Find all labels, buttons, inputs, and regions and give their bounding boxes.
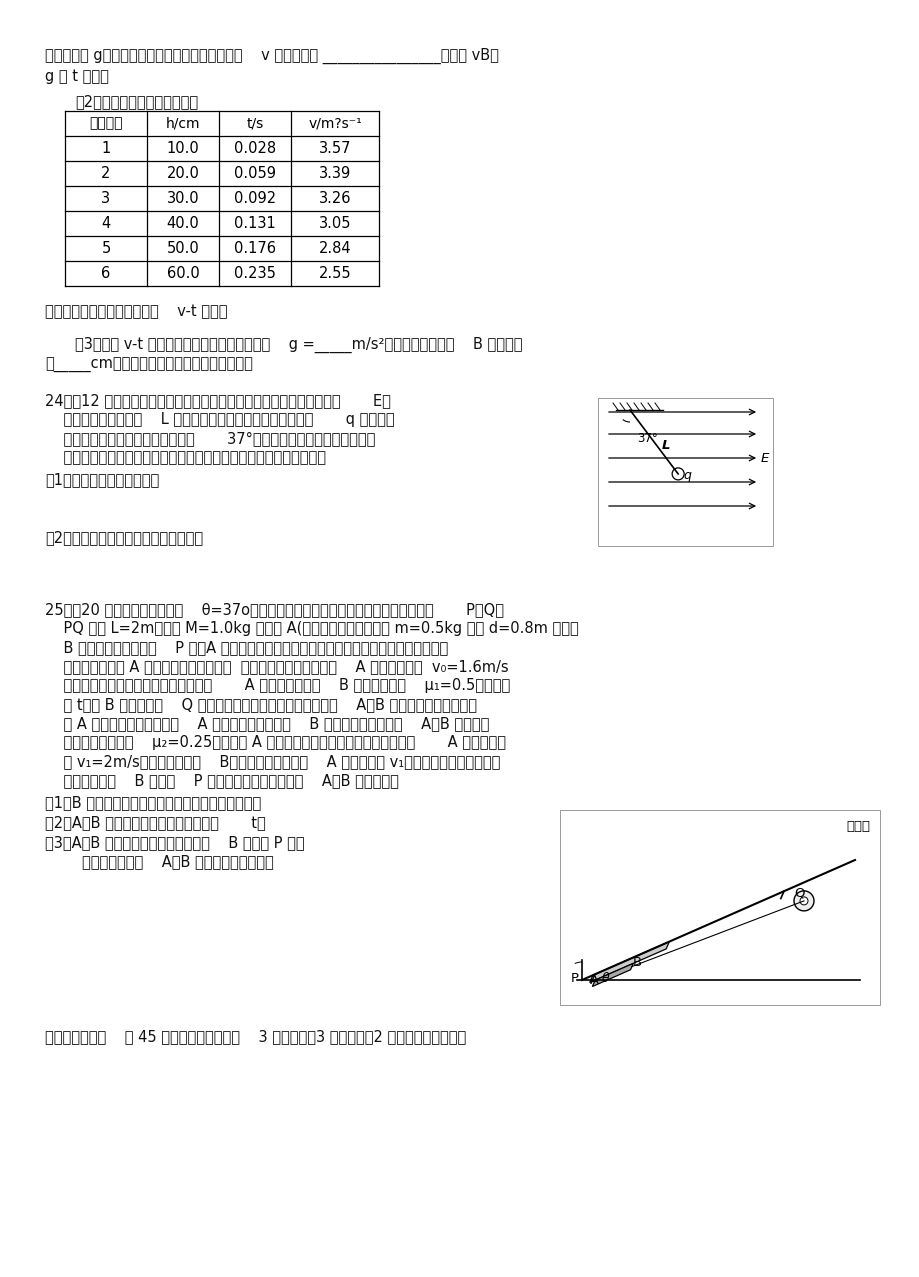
Text: 时，这段过程中    A、B 间摩擦产生的热量。: 时，这段过程中 A、B 间摩擦产生的热量。 [45,854,274,870]
Text: L: L [661,438,669,452]
Text: 度 v₁=2m/s，同时释放木板    B，并开动电动机保证    A 木块一直以 v₁沿斜面向下做匀速直线运: 度 v₁=2m/s，同时释放木板 B，并开动电动机保证 A 木块一直以 v₁沿斜… [45,753,500,769]
Text: 10.0: 10.0 [166,140,199,156]
Text: 间 t，当 B 板右端到达    Q 处时刻，立刻关闭电动机，同时锁定    A、B 物体此时的位置。然后: 间 t，当 B 板右端到达 Q 处时刻，立刻关闭电动机，同时锁定 A、B 物体此… [45,697,476,713]
Text: 3: 3 [101,192,110,206]
Text: θ: θ [601,972,609,985]
Text: 3.39: 3.39 [319,166,351,181]
Text: （1）小球所受重力的大小；: （1）小球所受重力的大小； [45,472,159,487]
Text: 动，直到木板    B 与挡板    P 接触时关闭电动机并锁定    A、B 位置。求：: 动，直到木板 B 与挡板 P 接触时关闭电动机并锁定 A、B 位置。求： [45,773,399,788]
Text: 0.059: 0.059 [233,166,276,181]
Text: （2）小球经过最低点时对丝线的拉力。: （2）小球经过最低点时对丝线的拉力。 [45,530,203,545]
Text: 3.26: 3.26 [318,192,351,206]
Text: 0.235: 0.235 [233,266,276,281]
Text: v/m?s⁻¹: v/m?s⁻¹ [308,116,361,130]
Text: 2.55: 2.55 [318,266,351,281]
Text: 0.131: 0.131 [233,216,276,231]
Text: 30.0: 30.0 [166,192,199,206]
Text: 小球保持静止时丝线与竖直方向成       37°角，现突然将该电场方向改变为: 小球保持静止时丝线与竖直方向成 37°角，现突然将该电场方向改变为 [45,432,375,446]
Text: 2.84: 2.84 [318,241,351,255]
Text: A: A [589,974,598,987]
Text: 0.028: 0.028 [233,140,276,156]
Text: 2: 2 [101,166,110,181]
Text: 沿斜面向上做匀速直线运动，已知木块       A 的下表面与木板    B 间动摩擦因数    μ₁=0.5，经过时: 沿斜面向上做匀速直线运动，已知木块 A 的下表面与木板 B 间动摩擦因数 μ₁=… [45,678,510,693]
Text: PQ 距离 L=2m，质量 M=1.0kg 的木块 A(可看成质点）放在质量 m=0.5kg 的长 d=0.8m 的木板: PQ 距离 L=2m，质量 M=1.0kg 的木块 A(可看成质点）放在质量 m… [45,621,578,636]
Text: 的动摩擦因数变为    μ₂=0.25，且连接 A 与电动机的绳子仍与斜面平行。现在给       A 向下的初速: 的动摩擦因数变为 μ₂=0.25，且连接 A 与电动机的绳子仍与斜面平行。现在给… [45,736,505,750]
Text: 为_____cm。（以上结果均保留三位有效数字）: 为_____cm。（以上结果均保留三位有效数字） [45,358,253,373]
Text: 0.176: 0.176 [233,241,276,255]
Text: 60.0: 60.0 [166,266,199,281]
Text: （2）实验测得的数据如下表：: （2）实验测得的数据如下表： [75,94,198,109]
Text: 在电场中用一根长为    L 的不可伸长的轻丝线吊着一电荷量为       q 的小球，: 在电场中用一根长为 L 的不可伸长的轻丝线吊着一电荷量为 q 的小球， [45,412,394,427]
Polygon shape [589,941,669,982]
Text: 25．（20 分）如图所示是倾角    θ=37o的固定光滑斜面，两端有垂直于斜面的固定挡板       P、Q，: 25．（20 分）如图所示是倾角 θ=37o的固定光滑斜面，两端有垂直于斜面的固… [45,601,504,617]
Text: 3.57: 3.57 [318,140,351,156]
Text: B 上并一起停靠在挡板    P 处，A 木块与斜面顶端的电动机间用平行于斜面不可伸长的轻绳相: B 上并一起停靠在挡板 P 处，A 木块与斜面顶端的电动机间用平行于斜面不可伸长… [45,640,448,655]
Circle shape [793,891,813,911]
Text: 3.05: 3.05 [318,216,351,231]
Text: （1）B 木板沿斜面向上加速运动过程的加速度大小；: （1）B 木板沿斜面向上加速运动过程的加速度大小； [45,796,261,810]
Text: 6: 6 [101,266,110,281]
Text: g 和 t 表示）: g 和 t 表示） [45,69,108,84]
Text: 50.0: 50.0 [166,241,199,255]
Text: 24．（12 分）如图所示，空间有水平向右的匀强电场，电场场强大小为       E，: 24．（12 分）如图所示，空间有水平向右的匀强电场，电场场强大小为 E， [45,393,391,407]
Text: 竖直向下且大小不变，不考虑因电场的改变而带来的其他影响，求：: 竖直向下且大小不变，不考虑因电场的改变而带来的其他影响，求： [45,450,325,465]
Text: E: E [760,452,768,465]
Bar [560,810,879,1005]
Text: 20.0: 20.0 [166,166,199,181]
Text: 5: 5 [101,241,110,255]
Circle shape [800,896,807,905]
Text: 电动机: 电动机 [845,820,869,833]
Text: 力加速度为 g。则小铁球通过两光电门间平均速度    v 的表达式为 ________________。（用 vB、: 力加速度为 g。则小铁球通过两光电门间平均速度 v 的表达式为 ________… [45,49,498,64]
Text: 40.0: 40.0 [166,216,199,231]
Bar [597,398,772,547]
Polygon shape [592,963,632,987]
Text: P: P [571,972,578,985]
Text: Q: Q [793,886,803,900]
Text: t/s: t/s [246,116,264,130]
Text: 4: 4 [101,216,110,231]
Text: （3）根据 v-t 图像，可以求得当地重力加速度    g =_____m/s²，试管夹到光电门    B 的距离约: （3）根据 v-t 图像，可以求得当地重力加速度 g =_____m/s²，试管… [75,337,522,354]
Text: B: B [632,955,641,969]
Text: q: q [683,470,690,483]
Text: 1: 1 [101,140,110,156]
Text: （2）A、B 沿斜面上升过程所经历的时间       t；: （2）A、B 沿斜面上升过程所经历的时间 t； [45,815,266,830]
Text: 实验次数: 实验次数 [89,116,122,130]
Text: （二）选考题：    共 45 分。请考生从给出的    3 道物理题、3 道化学题、2 道生物题中每科任选: （二）选考题： 共 45 分。请考生从给出的 3 道物理题、3 道化学题、2 道… [45,1029,466,1045]
Text: 连接，现给木块 A 沿斜面向上的初速度，  同时开动电动机保证木块    A 一直以初速度  v₀=1.6m/s: 连接，现给木块 A 沿斜面向上的初速度， 同时开动电动机保证木块 A 一直以初速… [45,659,508,674]
Text: 请在答题卡中的坐标纸上画出    v-t 图像。: 请在答题卡中的坐标纸上画出 v-t 图像。 [45,304,227,319]
Text: h/cm: h/cm [165,116,200,130]
Text: （3）A、B 沿斜面向下开始运动到木板    B 左端与 P 接触: （3）A、B 沿斜面向下开始运动到木板 B 左端与 P 接触 [45,835,304,850]
Circle shape [672,467,684,480]
Text: 将 A 物体上下面翻转，使得    A 原来的上表面与木板    B 接触，已知翻转后的    A、B 接触面间: 将 A 物体上下面翻转，使得 A 原来的上表面与木板 B 接触，已知翻转后的 A… [45,716,489,730]
Text: 0.092: 0.092 [233,192,276,206]
Text: 37°: 37° [636,432,657,444]
